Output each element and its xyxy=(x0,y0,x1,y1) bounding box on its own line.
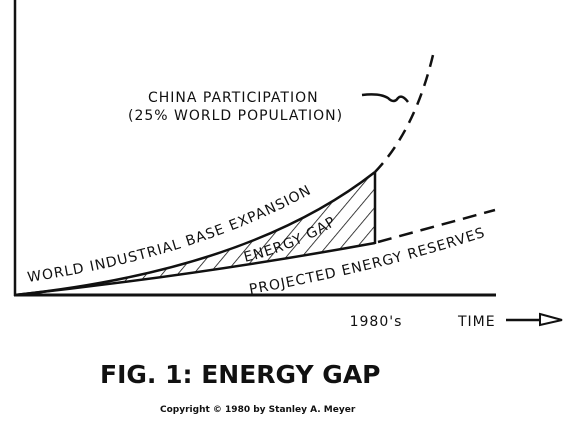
china-label: CHINA PARTICIPATION xyxy=(148,90,319,106)
copyright: Copyright © 1980 by Stanley A. Meyer xyxy=(160,405,356,415)
time-arrowhead xyxy=(539,312,563,327)
china-curve xyxy=(374,54,435,173)
reserves-projection xyxy=(377,208,496,244)
china-label: (25% WORLD POPULATION) xyxy=(128,108,343,124)
marker-label: 1980's xyxy=(350,314,403,330)
axis-label: TIME xyxy=(457,314,496,330)
reserves-curve xyxy=(14,241,376,297)
figure-title: FIG. 1: ENERGY GAP xyxy=(100,360,381,389)
gap-hatch xyxy=(15,172,375,295)
pointer xyxy=(361,93,409,103)
